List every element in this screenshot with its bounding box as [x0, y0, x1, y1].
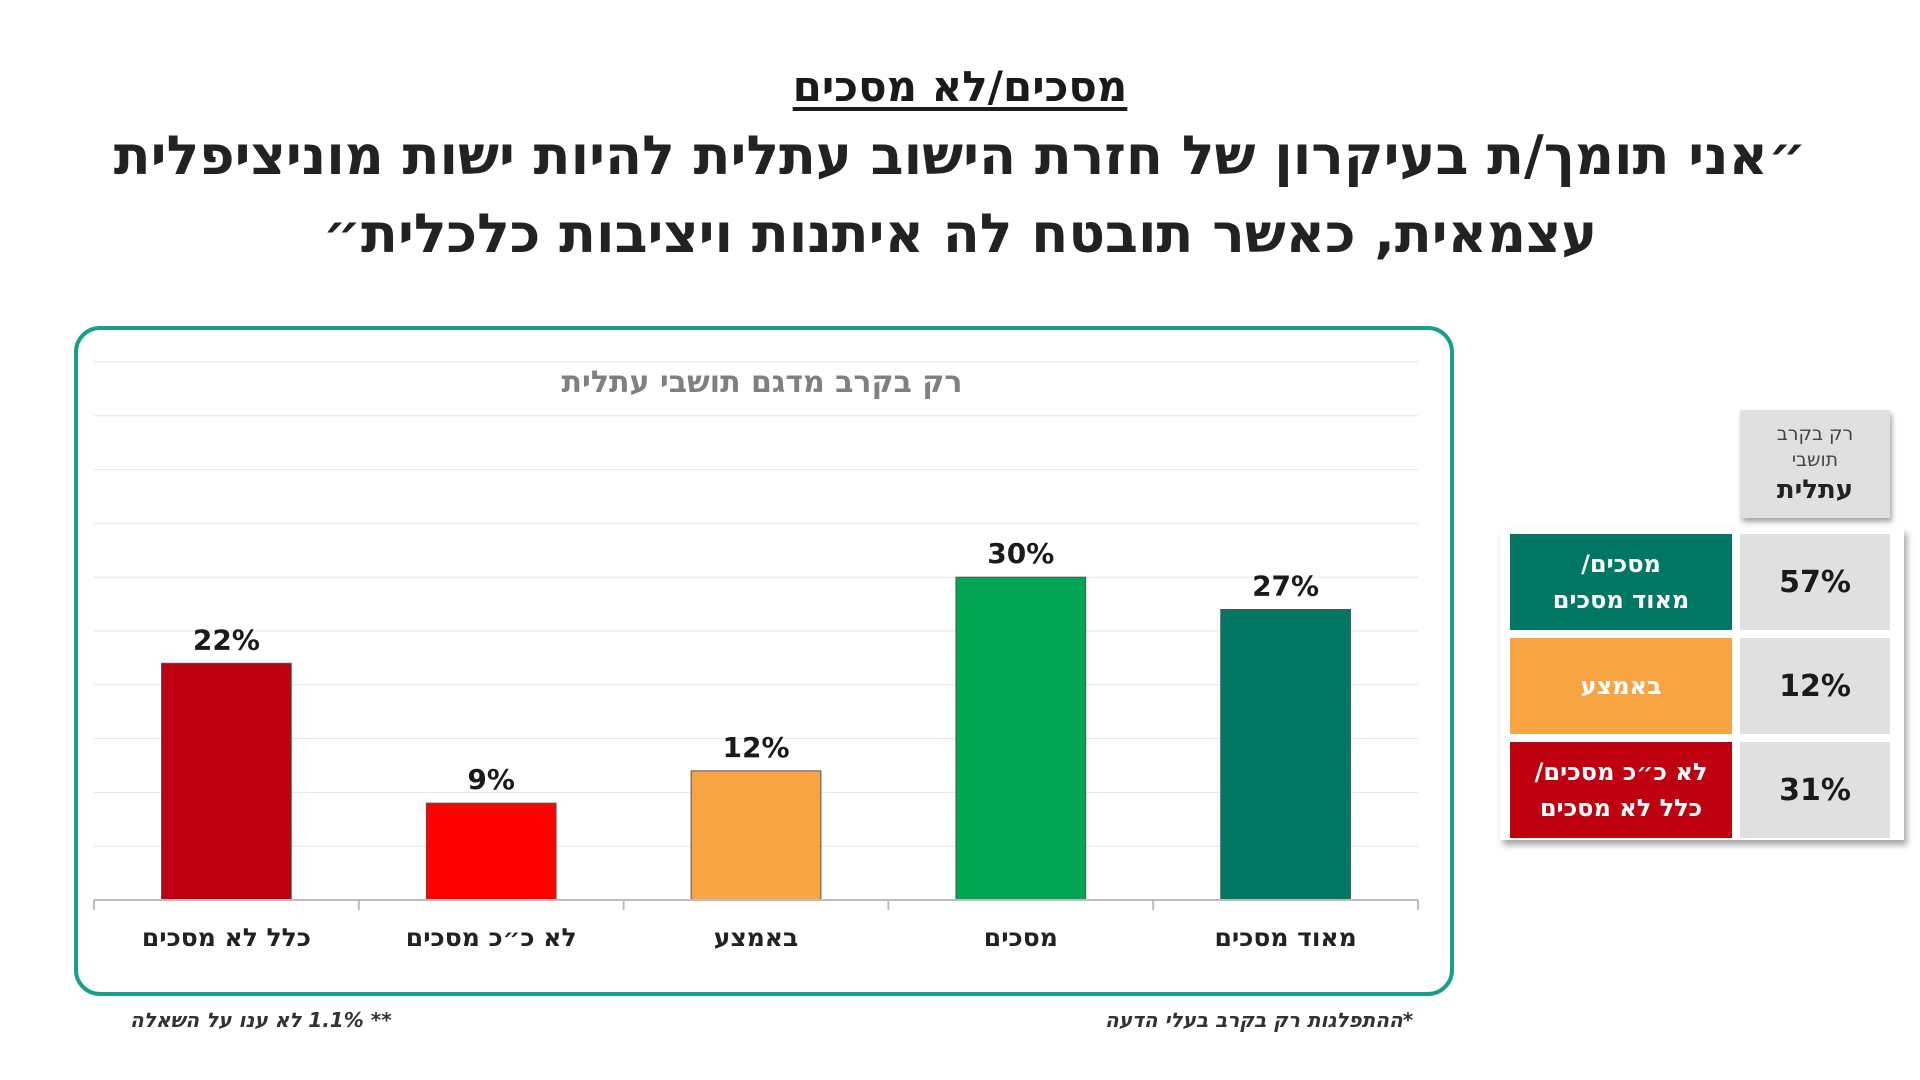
chart-frame: רק בקרב מדגם תושבי עתלית 27% 30% 12% 9% 22% … [74, 326, 1454, 996]
data-labels: 27% 30% 12% 9% 22% [193, 537, 1319, 796]
header-label: מסכים/לא מסכים [792, 62, 1128, 111]
data-label: 27% [1252, 569, 1319, 602]
summary-row-label-agree: מסכים/ מאוד מסכים [1510, 534, 1732, 630]
page-title-line-1: ״אני תומך/ת בעיקרון של חזרת הישוב עתלית … [113, 124, 1807, 187]
bar [425, 802, 557, 901]
summary-panel: רק בקרב תושבי עתלית מסכים/ מאוד מסכים 57… [1500, 410, 1904, 840]
summary-label-line: מאוד מסכים [1552, 586, 1690, 614]
data-label: 12% [722, 731, 789, 764]
x-tick-label: מסכים [984, 923, 1058, 952]
summary-label-line: לא כ״כ מסכים/ [1534, 758, 1708, 786]
summary-row-value-agree: 57% [1740, 534, 1890, 630]
footnote-no-answer: ** 1.1% לא ענו על השאלה [130, 1008, 392, 1032]
summary-label-line: כלל לא מסכים [1539, 794, 1703, 822]
summary-header-small: רק בקרב תושבי [1776, 423, 1854, 471]
chart-title: רק בקרב מדגם תושבי עתלית [562, 365, 963, 400]
x-axis: מאוד מסכים מסכים באמצע לא כ״כ מסכים כלל לא מ… [93, 899, 1419, 952]
bar [161, 662, 292, 901]
bar [1220, 608, 1351, 901]
footnote-distribution: *ההתפלגות רק בקרב בעלי הדעה [1105, 1008, 1414, 1032]
summary-row-label-disagree: לא כ״כ מסכים/ כלל לא מסכים [1510, 742, 1732, 838]
grid-lines [94, 361, 1418, 847]
x-tick-label: באמצע [714, 923, 799, 952]
bar-chart: רק בקרב מדגם תושבי עתלית 27%30%12%9%22% … [93, 361, 1419, 952]
summary-row-value-disagree: 31% [1740, 742, 1890, 838]
summary-header: רק בקרב תושבי עתלית [1740, 410, 1890, 518]
data-label: 30% [987, 537, 1054, 570]
summary-label-line: באמצע [1580, 672, 1662, 700]
page-title-line-2: עצמאית, כאשר תובטח לה איתנות ויציבות כלכ… [322, 202, 1598, 265]
x-tick-label: כלל לא מסכים [142, 923, 311, 952]
data-label: 22% [193, 623, 260, 656]
summary-row-value-middle: 12% [1740, 638, 1890, 734]
summary-header-bold: עתלית [1776, 475, 1854, 505]
x-tick-label: מאוד מסכים [1214, 923, 1356, 952]
summary-row-label-middle: באמצע [1510, 638, 1732, 734]
summary-label-line: מסכים/ [1581, 550, 1661, 578]
data-label: 9% [467, 763, 515, 796]
x-tick-label: לא כ״כ מסכים [406, 923, 577, 952]
bar [690, 770, 822, 901]
bar [955, 576, 1087, 901]
